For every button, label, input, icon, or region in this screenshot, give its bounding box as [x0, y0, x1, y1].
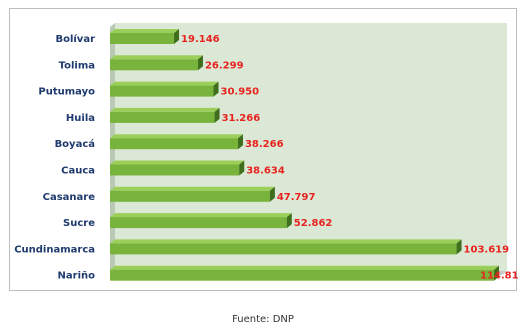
bar-end-face [214, 107, 220, 123]
bar-end-face [174, 29, 180, 44]
bar-top-face [110, 134, 243, 139]
bar-end-face [237, 134, 243, 150]
bar-end-face [213, 81, 219, 97]
bar-end-face [239, 160, 245, 176]
bar [110, 55, 203, 71]
data-label: 31.266 [222, 113, 261, 124]
bar [110, 265, 499, 281]
category-label: Huila [66, 113, 95, 124]
bar [110, 29, 180, 44]
data-label: 38.266 [245, 139, 284, 150]
bar-top-face [110, 265, 499, 270]
data-label: 19.146 [181, 34, 220, 45]
bar-top-face [110, 81, 219, 86]
bar-front-face [110, 190, 270, 202]
bar-front-face [110, 243, 457, 255]
bar [110, 134, 243, 150]
data-label: 30.950 [221, 87, 260, 98]
data-label: 38.634 [246, 166, 285, 177]
bar-top-face [110, 213, 292, 218]
bar [110, 239, 462, 255]
bar-top-face [110, 29, 180, 33]
category-label: Nariño [58, 271, 96, 282]
bar-end-face [197, 55, 203, 71]
source-note: Fuente: DNP [232, 314, 294, 325]
bar [110, 213, 292, 229]
bar [110, 186, 275, 202]
bar-end-face [286, 213, 292, 229]
bar [110, 107, 220, 123]
bar-top-face [110, 55, 203, 60]
bar-end-face [456, 239, 462, 255]
bar-front-face [110, 111, 215, 123]
chart-frame: Bolívar Tolima Putumayo Huila Boyacá Cauca Cas… [9, 8, 518, 291]
bar-top-face [110, 239, 462, 244]
bar-end-face [494, 265, 499, 281]
data-label: 52.862 [294, 218, 333, 229]
bar-front-face [110, 85, 214, 97]
data-label: 26.299 [205, 60, 244, 71]
category-label: Cauca [61, 166, 95, 177]
category-label: Bolívar [55, 33, 95, 45]
category-label: Sucre [63, 218, 95, 229]
bar [110, 81, 219, 97]
bar-end-face [269, 186, 275, 202]
data-label: 103.619 [464, 244, 510, 255]
category-label: Tolima [59, 60, 95, 71]
category-label: Putumayo [38, 87, 95, 98]
category-label: Boyacá [55, 138, 95, 150]
category-labels: Bolívar Tolima Putumayo Huila Boyacá Cauca Cas… [14, 33, 95, 282]
bar-top-face [110, 160, 245, 165]
value-labels: 19.146 26.299 30.950 31.266 38.266 38.634 47.7… [181, 34, 518, 282]
bar-top-face [110, 107, 220, 112]
category-label: Casanare [43, 192, 96, 203]
bar-front-face [110, 269, 494, 281]
bar-front-face [110, 138, 238, 150]
bar-front-face [110, 33, 175, 44]
category-label: Cundinamarca [14, 244, 95, 255]
bar-chart: Bolívar Tolima Putumayo Huila Boyacá Cauca Cas… [14, 23, 518, 282]
bar [110, 160, 245, 176]
bar-series [110, 29, 499, 281]
bar-top-face [110, 186, 275, 191]
bar-front-face [110, 164, 240, 176]
data-label: 47.797 [277, 192, 316, 203]
bar-front-face [110, 59, 198, 71]
data-label: 114.815 [480, 271, 518, 282]
bar-front-face [110, 217, 287, 229]
